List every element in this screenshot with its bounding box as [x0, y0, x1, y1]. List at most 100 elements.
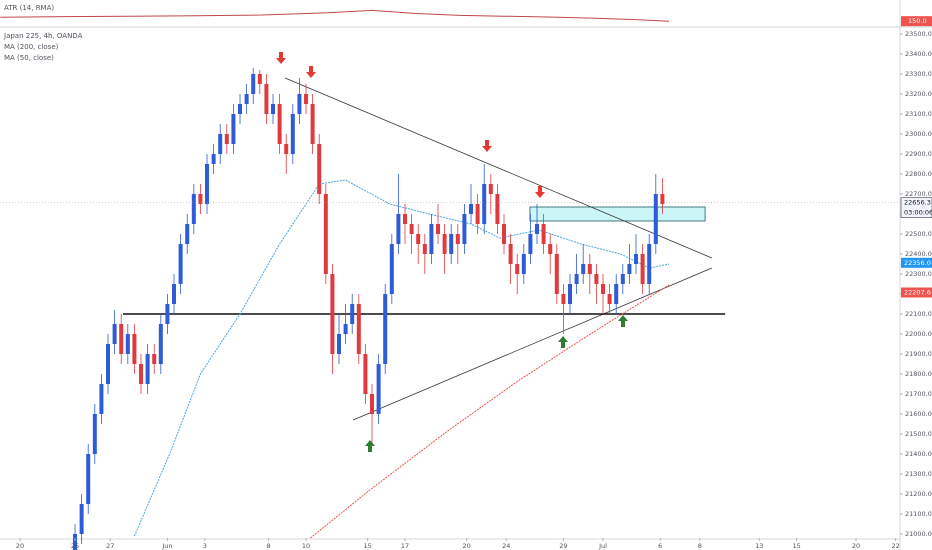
candle-body: [132, 334, 137, 364]
candle-body: [304, 94, 309, 104]
candle-body: [594, 274, 599, 284]
candle-body: [337, 334, 342, 354]
candle-body: [224, 134, 229, 144]
y-tick-label: 21300.0: [905, 470, 932, 478]
y-tick-label: 23300.0: [905, 70, 932, 78]
x-tick-label: 13: [755, 542, 763, 550]
candle-body: [541, 224, 546, 244]
up-arrow: [558, 336, 568, 348]
candle-body: [218, 134, 223, 154]
candle-body: [574, 274, 579, 284]
candle-body: [277, 104, 282, 144]
candle-body: [482, 184, 487, 224]
chart-title: Japan 225, 4h, OANDA: [3, 32, 83, 40]
candle-body: [653, 194, 658, 244]
candle-body: [634, 254, 639, 264]
plot-area: [73, 68, 726, 550]
down-arrow: [535, 186, 545, 198]
candle-body: [165, 304, 170, 324]
price-tag-label: 22356.0: [904, 259, 931, 267]
candle-body: [343, 324, 348, 334]
candle-body: [508, 244, 513, 264]
x-tick-label: 20: [16, 542, 24, 550]
candle-body: [620, 274, 625, 284]
y-tick-label: 22100.0: [905, 310, 932, 318]
x-tick-label: 3: [203, 542, 207, 550]
x-tick-label: 10: [302, 542, 310, 550]
candle-body: [244, 94, 249, 104]
candle-body: [455, 234, 460, 244]
x-tick-label: 15: [363, 542, 371, 550]
candle-body: [125, 334, 130, 354]
x-tick-label: 20: [852, 542, 860, 550]
legend-entry: MA (50, close): [4, 54, 54, 62]
price-tag-label: 22207.6: [904, 288, 931, 296]
candle-body: [475, 204, 480, 224]
candle-body: [429, 224, 434, 254]
moving-average-line: [310, 284, 670, 539]
atr-tag-label: 150.0: [908, 17, 927, 25]
candle-body: [310, 104, 315, 144]
candle-body: [376, 364, 381, 414]
candle-body: [462, 214, 467, 244]
moving-average-line: [133, 179, 670, 537]
candle-body: [647, 244, 652, 284]
down-arrow: [276, 52, 286, 64]
candle-body: [528, 234, 533, 254]
candle-body: [92, 414, 97, 454]
candle-body: [488, 184, 493, 194]
x-tick-label: 8: [267, 542, 271, 550]
price-tag: [901, 287, 932, 298]
price-tag: [901, 257, 932, 268]
signal-arrows: [276, 52, 628, 452]
candle-body: [251, 74, 256, 94]
candle-body: [238, 104, 243, 114]
candle-body: [568, 284, 573, 304]
bar-countdown: 03:00:06: [904, 209, 932, 217]
candle-body: [356, 304, 361, 354]
x-tick-label: 6: [658, 542, 662, 550]
candle-body: [554, 254, 559, 294]
candle-body: [350, 304, 355, 324]
candle-body: [119, 324, 124, 354]
atr-tag: [901, 16, 932, 27]
candle-body: [73, 534, 78, 550]
candle-body: [383, 294, 388, 364]
candle-body: [502, 224, 507, 244]
candle-body: [191, 194, 196, 224]
candle-body: [211, 154, 216, 164]
candle-body: [231, 114, 236, 144]
candle-body: [396, 214, 401, 244]
candle-body: [79, 504, 84, 534]
price-tag-label: 22656.3: [904, 199, 931, 207]
x-tick-label: 27: [106, 542, 114, 550]
candle-body: [284, 144, 289, 154]
candle-body: [640, 254, 645, 284]
candle-body: [297, 94, 302, 114]
candle-body: [152, 354, 157, 364]
candle-body: [469, 204, 474, 214]
candle-body: [185, 224, 190, 244]
x-tick-label: Jun: [161, 542, 172, 550]
y-tick-label: 22800.0: [905, 170, 932, 178]
candle-body: [330, 274, 335, 354]
candle-body: [178, 244, 183, 284]
down-arrow: [482, 140, 492, 152]
candle-body: [290, 114, 295, 154]
candle-body: [495, 194, 500, 224]
y-tick-label: 21100.0: [905, 510, 932, 518]
x-tick-label: 20: [462, 542, 470, 550]
y-tick-label: 22900.0: [905, 150, 932, 158]
candle-body: [548, 244, 553, 254]
price-tag: [900, 197, 932, 218]
y-tick-label: 23000.0: [905, 130, 932, 138]
candle-body: [607, 294, 612, 304]
zone-box: [529, 206, 706, 222]
candle-body: [436, 224, 441, 234]
candle-body: [139, 364, 144, 384]
candle-body: [587, 264, 592, 274]
candle-body: [614, 284, 619, 304]
x-tick-label: 29: [559, 542, 567, 550]
atr-line: [0, 9, 670, 22]
